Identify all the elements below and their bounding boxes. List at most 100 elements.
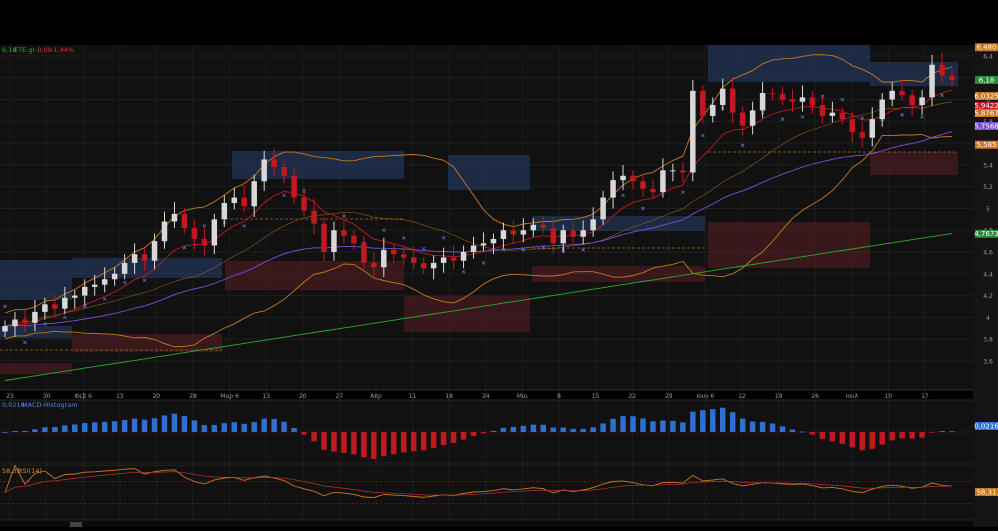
macd-bar bbox=[32, 429, 38, 432]
candle-body bbox=[450, 257, 457, 261]
macd-bar bbox=[670, 420, 676, 432]
price-tick-label: 5,4 bbox=[983, 162, 993, 169]
price-badge bbox=[975, 101, 998, 110]
psar-marker bbox=[401, 236, 406, 240]
macd-bar bbox=[799, 431, 806, 433]
candle-body bbox=[829, 112, 836, 116]
macd-bar bbox=[919, 432, 925, 438]
macd-bar bbox=[430, 432, 437, 449]
candle-body bbox=[809, 97, 816, 106]
price-badge-label: 6,18 bbox=[979, 76, 995, 84]
time-tick-label: 11 bbox=[409, 393, 417, 400]
resistance-zone bbox=[0, 326, 72, 338]
bottom-scrollbar[interactable] bbox=[0, 521, 973, 527]
macd-bar bbox=[2, 432, 8, 433]
psar-marker bbox=[860, 116, 865, 120]
macd-bar bbox=[829, 432, 836, 442]
macd-bar bbox=[311, 432, 317, 442]
macd-bar bbox=[381, 432, 387, 457]
candle-body bbox=[251, 181, 257, 207]
price-badge-label: 6,0325 bbox=[974, 92, 998, 100]
time-tick-label: 26 bbox=[811, 393, 819, 400]
macd-bar bbox=[371, 432, 377, 459]
price-badge-label: 5,585 bbox=[976, 141, 996, 149]
macd-bar bbox=[650, 421, 656, 432]
time-tick-label: 28 bbox=[189, 393, 197, 400]
macd-bar bbox=[660, 420, 666, 432]
candle-body bbox=[909, 95, 915, 106]
scrollbar-thumb[interactable] bbox=[70, 522, 82, 527]
resistance-zone bbox=[708, 45, 870, 82]
header-change: -0,09 bbox=[35, 46, 52, 54]
psar-marker bbox=[43, 322, 47, 326]
candle-body bbox=[400, 254, 407, 258]
candle-body bbox=[620, 175, 626, 181]
macd-bar bbox=[680, 422, 686, 432]
candle-body bbox=[839, 112, 846, 120]
psar-marker bbox=[142, 278, 147, 283]
macd-bar bbox=[640, 418, 646, 432]
candle-body bbox=[52, 304, 58, 309]
macd-bar bbox=[341, 432, 347, 453]
macd-bar bbox=[949, 431, 955, 433]
psar-marker bbox=[681, 190, 685, 194]
time-axis: 23 30 Φεβ 6 13 20 28 Μαρ 6 13 20 27 Απρ 11 18 24 Μαι 8 1… bbox=[6, 393, 929, 400]
macd-bar bbox=[221, 423, 228, 432]
time-tick-label: Μαρ 6 bbox=[220, 393, 239, 400]
time-tick-label: 23 bbox=[6, 393, 14, 400]
candle-body bbox=[341, 230, 347, 236]
macd-bar bbox=[281, 421, 287, 432]
macd-bar bbox=[251, 422, 257, 432]
candle-body bbox=[570, 230, 576, 237]
macd-bar bbox=[331, 432, 337, 452]
candle-body bbox=[700, 90, 706, 116]
price-axis-area bbox=[973, 45, 998, 527]
candle-body bbox=[580, 230, 586, 237]
price-tick-label: 4,2 bbox=[983, 293, 993, 300]
macd-badge-label: 0,0216 bbox=[974, 422, 998, 430]
candle-body bbox=[371, 262, 377, 268]
candle-body bbox=[540, 224, 547, 229]
candle-body bbox=[630, 175, 636, 182]
candle-body bbox=[490, 238, 497, 244]
psar-marker bbox=[800, 115, 805, 119]
time-tick-label: 27 bbox=[336, 393, 344, 400]
macd-bar bbox=[301, 432, 307, 435]
macd-bar bbox=[560, 427, 566, 432]
rsi-badge bbox=[975, 488, 998, 496]
candle-body bbox=[560, 230, 566, 244]
support-zone bbox=[0, 363, 72, 374]
candle-body bbox=[510, 230, 517, 235]
macd-bar bbox=[82, 423, 88, 432]
candle-body bbox=[271, 159, 277, 168]
resistance-zone bbox=[448, 155, 530, 190]
resistance-zone bbox=[72, 258, 222, 278]
candle-body bbox=[869, 119, 875, 138]
price-badge bbox=[975, 122, 998, 131]
macd-bar bbox=[550, 427, 557, 432]
candle-body bbox=[929, 64, 935, 98]
time-tick-label: 15 bbox=[592, 393, 600, 400]
moving-averages bbox=[4, 89, 953, 381]
highlight-zones bbox=[0, 45, 958, 374]
time-tick-label: 22 bbox=[628, 393, 636, 400]
macd-bar bbox=[710, 409, 716, 432]
macd-bar bbox=[52, 426, 58, 432]
candle-body bbox=[480, 243, 487, 246]
candle-body bbox=[670, 170, 676, 172]
rsi-panel[interactable] bbox=[0, 465, 973, 520]
candle-body bbox=[759, 93, 766, 111]
macd-bar bbox=[769, 423, 776, 432]
grid-lines bbox=[0, 45, 973, 521]
macd-bar bbox=[929, 432, 935, 433]
macd-bar bbox=[460, 432, 467, 440]
macd-bar bbox=[361, 432, 367, 458]
psar-marker bbox=[461, 269, 466, 274]
candle-body bbox=[640, 181, 646, 189]
header-price: 6,18 bbox=[2, 46, 16, 54]
candle-body bbox=[739, 112, 746, 126]
macd-bar bbox=[231, 422, 238, 432]
macd-bar bbox=[600, 423, 606, 432]
macd-bar bbox=[749, 421, 756, 432]
